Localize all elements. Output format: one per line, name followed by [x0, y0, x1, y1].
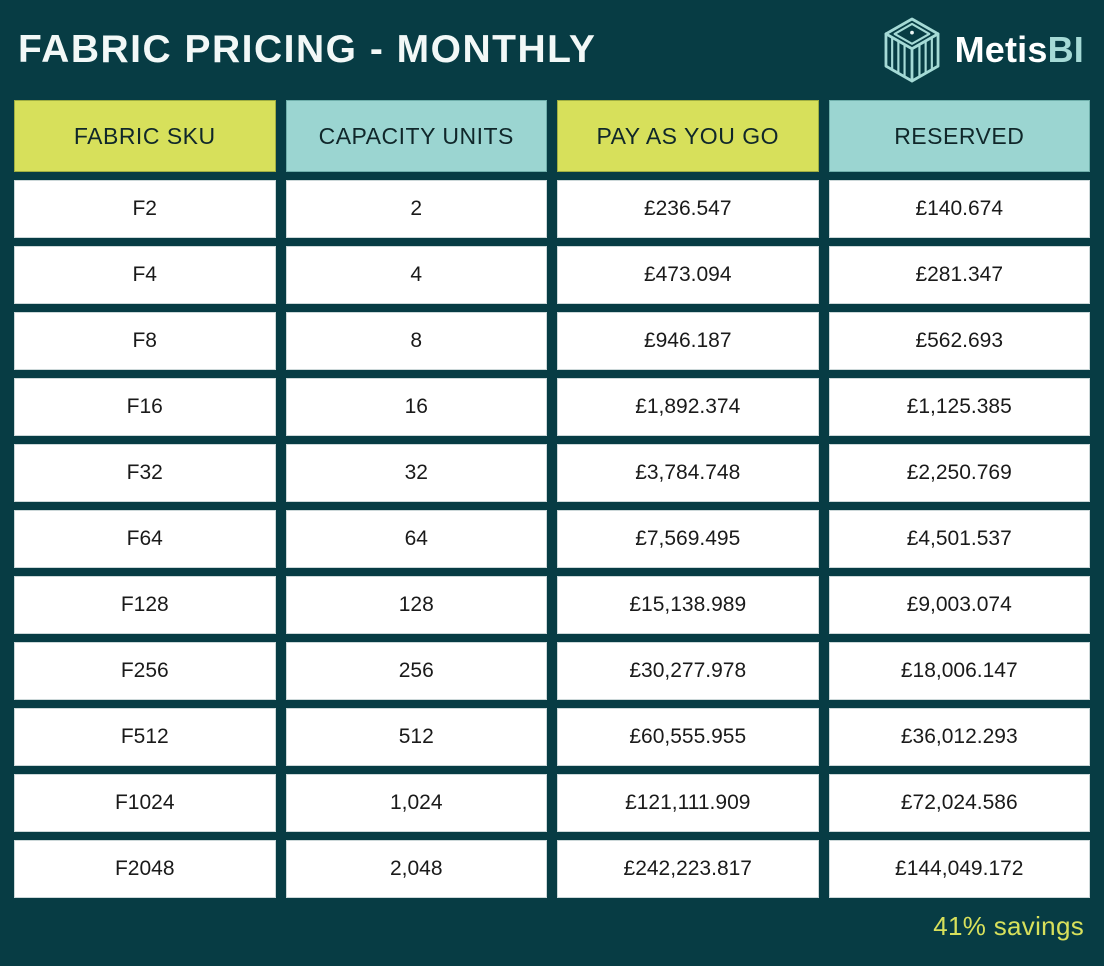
sku-cell-r3c1: F8 [14, 312, 276, 370]
value-cell-r5c4: £2,250.769 [828, 444, 1090, 502]
metisbi-cube-icon [884, 17, 939, 83]
value-cell-r5c3: £3,784.748 [557, 444, 819, 502]
value-cell-r10c3: £121,111.909 [557, 774, 819, 832]
value-cell-r7c4: £9,003.074 [828, 576, 1090, 634]
value-cell-r11c3: £242,223.817 [557, 840, 819, 898]
value-cell-r1c2: 2 [285, 180, 547, 238]
sku-cell-r8c1: F256 [14, 642, 276, 700]
value-cell-r4c2: 16 [285, 378, 547, 436]
sku-cell-r11c1: F2048 [14, 840, 276, 898]
value-cell-r11c4: £144,049.172 [828, 840, 1090, 898]
title-bar: FABRIC PRICING - MONTHLY Metis BI [14, 0, 1090, 100]
main-content: FABRIC SKU CAPACITY UNITS PAY AS YOU GO RES… [14, 100, 1090, 954]
footer: 41% savings [14, 898, 1090, 954]
value-cell-r3c4: £562.693 [828, 312, 1090, 370]
value-cell-r11c2: 2,048 [285, 840, 547, 898]
column-header-pay-as-you-go: PAY AS YOU GO [557, 100, 819, 172]
sku-cell-r5c1: F32 [14, 444, 276, 502]
sku-cell-r4c1: F16 [14, 378, 276, 436]
value-cell-r6c3: £7,569.495 [557, 510, 819, 568]
sku-cell-r7c1: F128 [14, 576, 276, 634]
logo-wordmark: Metis BI [955, 29, 1084, 71]
metisbi-logo: Metis BI [881, 16, 1084, 84]
value-cell-r2c2: 4 [285, 246, 547, 304]
value-cell-r2c4: £281.347 [828, 246, 1090, 304]
value-cell-r8c4: £18,006.147 [828, 642, 1090, 700]
value-cell-r1c4: £140.674 [828, 180, 1090, 238]
value-cell-r6c2: 64 [285, 510, 547, 568]
value-cell-r10c2: 1,024 [285, 774, 547, 832]
value-cell-r8c3: £30,277.978 [557, 642, 819, 700]
column-header-capacity-units: CAPACITY UNITS [285, 100, 547, 172]
logo-word-bi: BI [1047, 29, 1084, 70]
column-header-reserved: RESERVED [828, 100, 1090, 172]
value-cell-r7c3: £15,138.989 [557, 576, 819, 634]
value-cell-r1c3: £236.547 [557, 180, 819, 238]
value-cell-r7c2: 128 [285, 576, 547, 634]
value-cell-r2c3: £473.094 [557, 246, 819, 304]
value-cell-r3c2: 8 [285, 312, 547, 370]
sku-cell-r10c1: F1024 [14, 774, 276, 832]
value-cell-r9c3: £60,555.955 [557, 708, 819, 766]
value-cell-r10c4: £72,024.586 [828, 774, 1090, 832]
value-cell-r8c2: 256 [285, 642, 547, 700]
value-cell-r3c3: £946.187 [557, 312, 819, 370]
value-cell-r9c4: £36,012.293 [828, 708, 1090, 766]
value-cell-r4c3: £1,892.374 [557, 378, 819, 436]
savings-note: 41% savings [933, 910, 1084, 941]
sku-cell-r1c1: F2 [14, 180, 276, 238]
value-cell-r6c4: £4,501.537 [828, 510, 1090, 568]
value-cell-r5c2: 32 [285, 444, 547, 502]
pricing-table: FABRIC SKU CAPACITY UNITS PAY AS YOU GO RES… [14, 100, 1090, 898]
sku-cell-r9c1: F512 [14, 708, 276, 766]
column-header-fabric-sku: FABRIC SKU [14, 100, 276, 172]
page-title: FABRIC PRICING - MONTHLY [18, 28, 597, 71]
value-cell-r4c4: £1,125.385 [828, 378, 1090, 436]
logo-word-metis: Metis [954, 29, 1048, 70]
sku-cell-r6c1: F64 [14, 510, 276, 568]
sku-cell-r2c1: F4 [14, 246, 276, 304]
value-cell-r9c2: 512 [285, 708, 547, 766]
